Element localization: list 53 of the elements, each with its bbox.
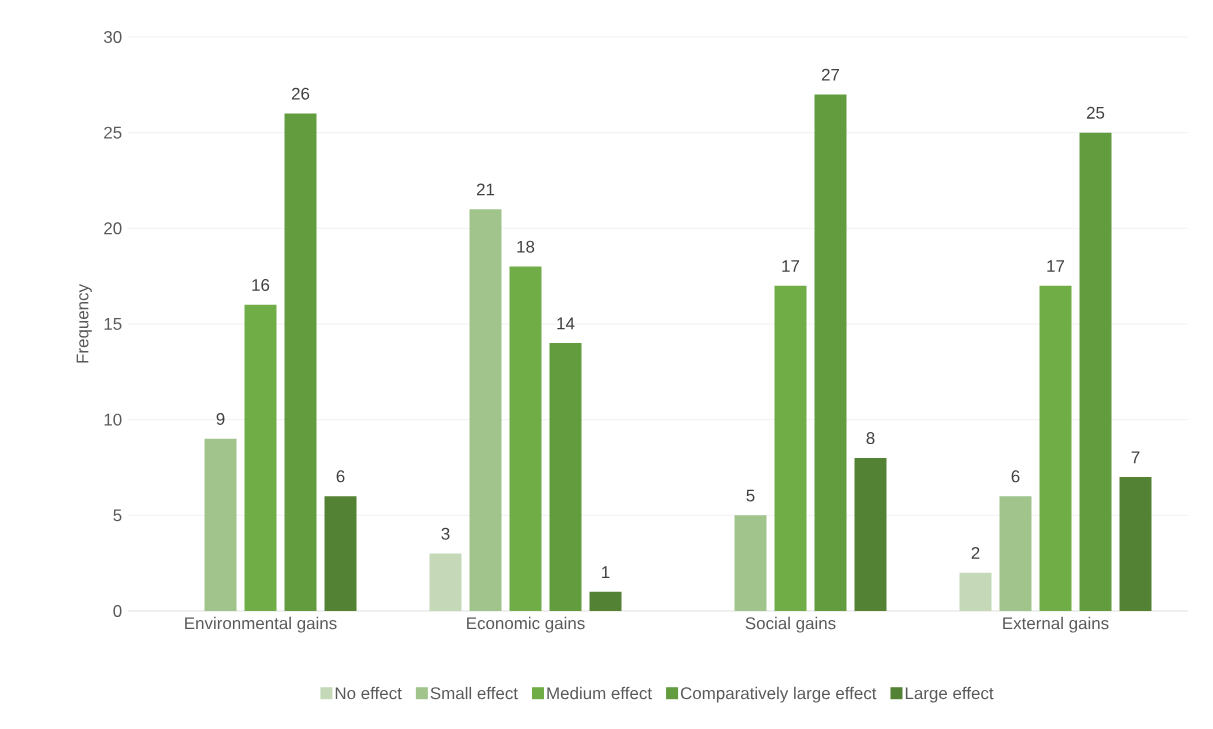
data-label: 26 [291, 87, 310, 100]
y-tick-label: 25 [104, 126, 122, 139]
y-axis-title: Frequency [76, 284, 92, 363]
data-label: 2 [971, 547, 980, 559]
data-label: 1 [602, 566, 610, 579]
bar [1079, 132, 1112, 611]
legend-label: Small effect [430, 686, 518, 700]
data-label: 3 [441, 527, 450, 540]
bar [429, 553, 462, 611]
data-label: 5 [746, 489, 755, 502]
bar [854, 457, 887, 611]
x-tick-label: Economic gains [467, 616, 585, 633]
bar [509, 266, 542, 611]
y-tick-label: 5 [113, 509, 122, 522]
data-label: 9 [216, 412, 225, 425]
y-tick-label: 15 [104, 318, 122, 330]
data-label: 25 [1086, 106, 1105, 119]
bar [999, 496, 1032, 611]
y-tick-label: 30 [103, 30, 122, 43]
bar [589, 591, 622, 611]
bar [814, 94, 847, 611]
x-tick-label: Social gains [745, 616, 836, 633]
data-label: 6 [1011, 470, 1020, 483]
x-tick-label: External gains [1003, 616, 1109, 633]
legend-label: Medium effect [547, 686, 652, 700]
y-tick-label: 20 [104, 222, 122, 235]
data-label: 6 [336, 470, 345, 483]
bar [284, 113, 317, 611]
bar [549, 343, 582, 611]
bar [1039, 285, 1072, 611]
legend-label: Comparatively large effect [680, 686, 877, 703]
bar [1119, 477, 1152, 611]
data-label: 17 [782, 260, 800, 272]
legend-label: No effect [335, 686, 402, 700]
data-label: 17 [1047, 260, 1065, 272]
bar [734, 515, 767, 611]
x-tick-label: Environmental gains [185, 616, 337, 633]
data-label: 18 [517, 240, 535, 253]
data-label: 8 [866, 432, 875, 445]
data-label: 14 [557, 317, 575, 330]
bar [959, 572, 992, 611]
data-label: 27 [821, 68, 840, 81]
legend-label: Large effect [905, 686, 994, 703]
data-label: 16 [252, 279, 270, 292]
bar [324, 496, 357, 611]
data-label: 21 [476, 183, 495, 196]
bar [244, 304, 277, 611]
y-tick-label: 10 [104, 413, 122, 426]
bar [204, 438, 237, 611]
bar [774, 285, 807, 611]
data-label: 7 [1131, 451, 1140, 464]
y-tick-label: 0 [113, 604, 122, 617]
bar [469, 209, 502, 611]
